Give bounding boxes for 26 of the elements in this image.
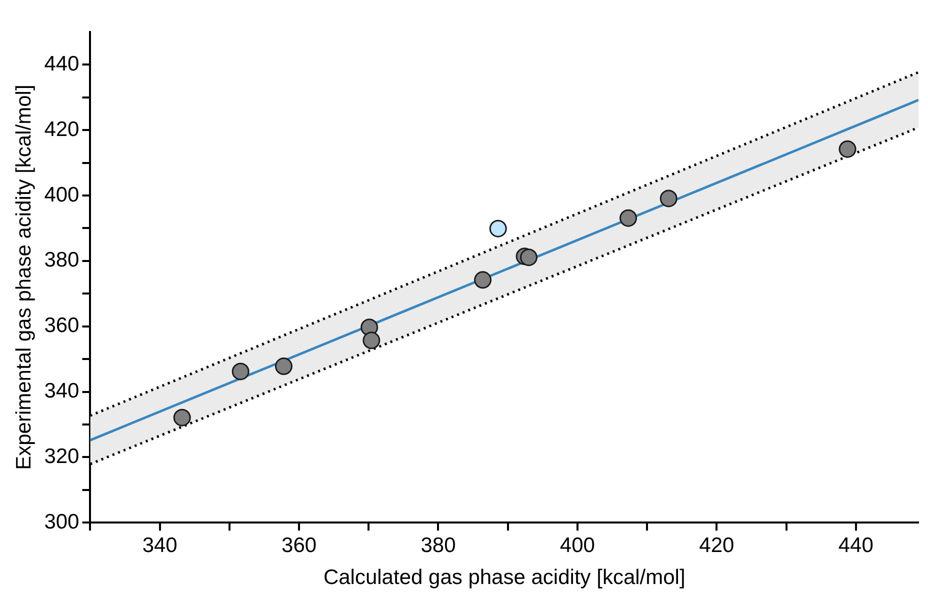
point bbox=[474, 271, 492, 289]
point bbox=[173, 408, 191, 426]
point bbox=[274, 358, 292, 376]
x-tick-label: 340 bbox=[142, 534, 178, 557]
x-tick-label: 360 bbox=[282, 534, 317, 557]
y-tick-label: 380 bbox=[44, 248, 80, 272]
y-tick-label: 300 bbox=[44, 510, 80, 534]
y-tick-label: 360 bbox=[44, 314, 80, 338]
y-tick-label: 400 bbox=[44, 183, 80, 206]
y-tick-label: 340 bbox=[44, 380, 80, 403]
point bbox=[489, 220, 507, 238]
y-tick-label: 320 bbox=[44, 444, 80, 468]
point bbox=[362, 332, 380, 350]
point bbox=[838, 140, 856, 158]
point bbox=[232, 362, 250, 380]
point bbox=[620, 209, 638, 227]
x-axis-title: Calculated gas phase acidity [kcal/mol] bbox=[323, 566, 686, 590]
y-tick-label: 440 bbox=[44, 52, 80, 76]
y-axis-title: Experimental gas phase acidity [kcal/mol] bbox=[12, 84, 36, 470]
y-tick-label: 420 bbox=[44, 118, 80, 141]
x-tick-label: 400 bbox=[560, 534, 595, 557]
x-tick-label: 440 bbox=[838, 534, 874, 557]
x-tick-label: 380 bbox=[420, 534, 456, 557]
point bbox=[660, 190, 678, 208]
x-tick-label: 420 bbox=[699, 534, 734, 557]
point bbox=[520, 248, 538, 266]
